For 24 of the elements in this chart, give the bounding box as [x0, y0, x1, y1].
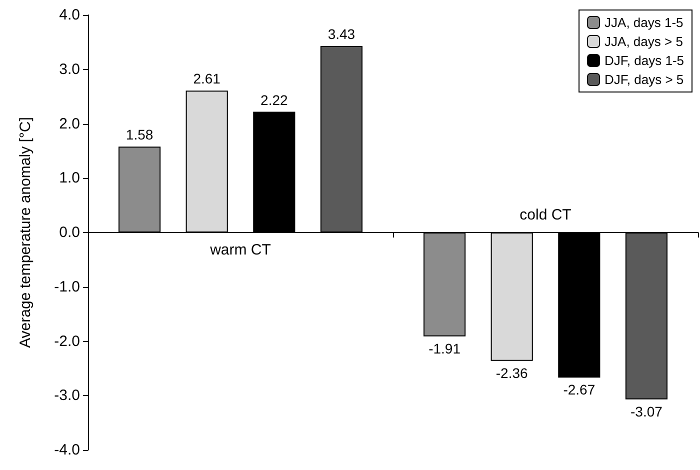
- y-tick-label: 4.0: [59, 6, 80, 24]
- legend-label: JJA, days 1-5: [604, 15, 684, 30]
- legend-label: DJF, days 1-5: [604, 53, 684, 68]
- data-label: -2.67: [563, 382, 596, 398]
- data-label: 2.22: [260, 92, 288, 108]
- legend-label: DJF, days > 5: [604, 72, 684, 87]
- data-label: -1.91: [428, 340, 461, 356]
- y-tick-label: 1.0: [59, 170, 80, 187]
- data-label: -2.36: [496, 364, 528, 381]
- data-label: 2.61: [193, 70, 221, 87]
- y-tick-label: -1.0: [54, 278, 80, 296]
- data-label: 1.58: [126, 126, 154, 143]
- y-tick-label: 2.0: [59, 115, 80, 132]
- data-label: 3.43: [328, 26, 356, 42]
- y-tick-label: -3.0: [54, 387, 80, 404]
- y-axis-title: Average temperature anomaly [°C]: [17, 117, 34, 348]
- data-label: -3.07: [630, 403, 663, 420]
- legend-label: JJA, days > 5: [604, 34, 683, 49]
- y-tick-label: 0.0: [59, 224, 80, 241]
- y-tick-label: -2.0: [54, 332, 80, 350]
- x-tick-label: warm CT: [209, 242, 271, 258]
- y-tick-label: -4.0: [54, 442, 80, 458]
- y-tick-label: 3.0: [59, 60, 80, 78]
- x-tick-label: cold CT: [520, 206, 572, 224]
